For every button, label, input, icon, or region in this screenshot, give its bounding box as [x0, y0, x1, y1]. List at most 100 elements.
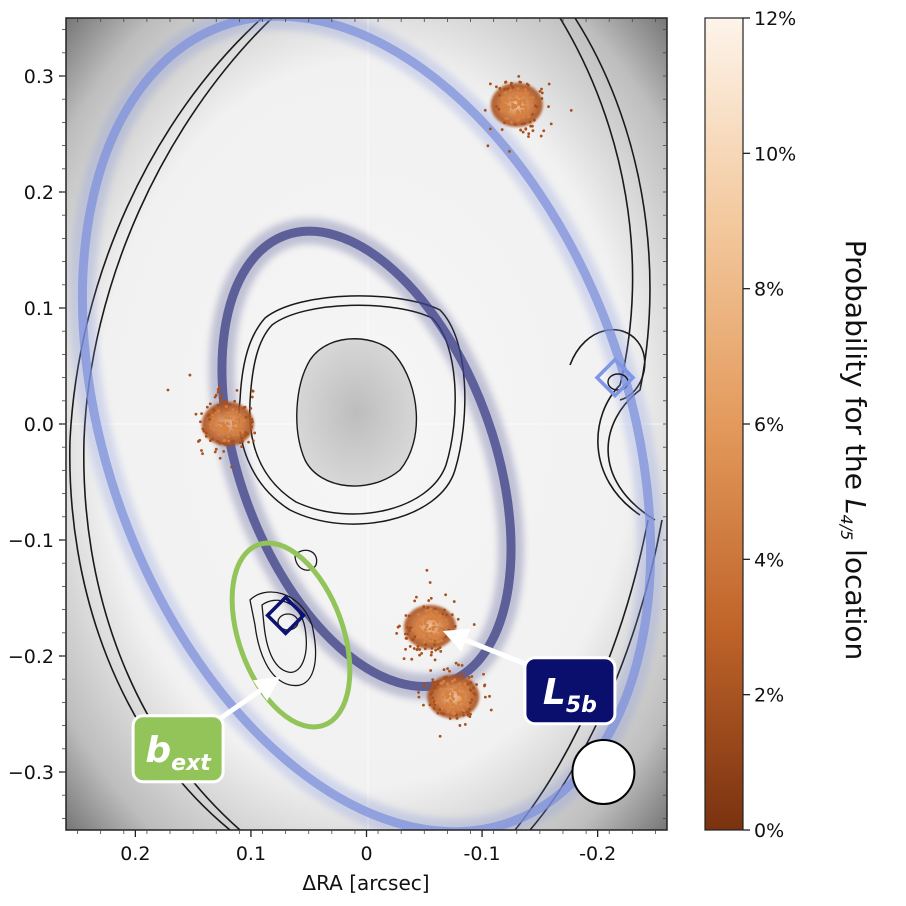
cloud-sample [212, 407, 215, 411]
cloud-sample [428, 581, 432, 584]
cloud-sample [449, 685, 453, 688]
cloud-sample [518, 113, 522, 117]
cloud-sample [235, 410, 239, 414]
cloud-sample [218, 441, 222, 445]
cloud-sample [216, 390, 220, 394]
cloud-sample [516, 102, 520, 106]
cloud-sample [514, 104, 518, 108]
cloud-sample [440, 706, 444, 710]
cloud-sample [460, 692, 464, 696]
cloud-sample [433, 643, 436, 647]
cloud-sample [497, 107, 501, 111]
cloud-sample [423, 636, 427, 640]
cloud-sample [221, 424, 225, 428]
cloud-sample [436, 615, 440, 619]
cloud-sample [424, 643, 428, 647]
cloud-sample [251, 389, 255, 393]
cloud-sample [210, 420, 214, 424]
orbit-0 [77, 18, 656, 830]
cloud-sample [457, 691, 460, 694]
cloud-sample [505, 95, 509, 99]
cloud-sample [448, 708, 452, 712]
cloud-sample [216, 439, 220, 443]
cloud-sample [223, 438, 227, 442]
cloud-sample [466, 713, 470, 717]
cloud-sample [225, 416, 229, 420]
cloud-sample [427, 613, 431, 617]
cloud-sample [238, 428, 242, 432]
cloud-sample [204, 434, 208, 438]
cloud-sample [430, 647, 434, 650]
cloud-sample [222, 441, 225, 445]
cloud-sample [406, 632, 410, 636]
cloud-sample [466, 711, 470, 714]
cloud-sample [520, 111, 524, 115]
cloud-sample [434, 633, 437, 636]
cloud-sample [456, 687, 460, 690]
cloud-sample [522, 99, 526, 103]
cloud-sample [244, 431, 248, 434]
cloud-sample [248, 414, 252, 418]
cloud-sample [202, 429, 206, 433]
cloud-sample [240, 436, 244, 440]
cloud-sample [523, 101, 527, 105]
cloud-sample [455, 716, 459, 720]
cloud-sample [438, 646, 442, 649]
cloud-sample [509, 98, 513, 102]
cloud-sample [212, 428, 216, 432]
cloud-sample [209, 426, 213, 430]
outer-contour-3 [574, 18, 656, 521]
cloud-sample [417, 612, 420, 616]
cloud-sample [518, 80, 522, 84]
cloud-sample [486, 144, 490, 148]
cloud-sample [532, 118, 536, 122]
cloud-sample [188, 373, 192, 377]
cloud-sample [533, 104, 537, 108]
cloud-sample [437, 700, 441, 704]
cloud-sample [508, 88, 512, 92]
colorbar-ticks: 0% 2% 4% 6% 8% 10% 12% [743, 8, 796, 842]
cloud-sample [430, 639, 434, 643]
cloud-sample [527, 132, 531, 136]
cloud-sample [438, 708, 442, 711]
y-tick-label-2: 0.1 [24, 298, 54, 320]
cloud-sample [206, 414, 210, 418]
cloud-sample [211, 413, 215, 417]
annotation-L5b: L5b [523, 656, 617, 726]
cloud-sample [414, 627, 418, 630]
cloud-sample [236, 433, 240, 436]
cloud-sample [227, 439, 230, 443]
cloud-sample [469, 689, 473, 692]
cloud-sample [405, 636, 408, 640]
cloud-sample [494, 105, 498, 108]
y-tick-label-6: −0.3 [8, 762, 54, 784]
cloud-sample [450, 613, 454, 617]
cloud-sample [220, 393, 224, 397]
cloud-sample [458, 724, 462, 727]
cloud-sample [217, 433, 220, 437]
cloud-sample [433, 616, 437, 620]
probability-cloud-3 [417, 658, 493, 738]
cloud-sample [220, 430, 223, 434]
cloud-sample [431, 678, 435, 682]
cloud-sample [468, 707, 472, 711]
cloud-sample [412, 647, 416, 650]
cloud-sample [218, 385, 222, 389]
cloud-sample [224, 430, 228, 433]
cloud-sample [504, 109, 508, 113]
cloud-sample [439, 649, 443, 653]
cloud-sample [461, 671, 465, 675]
cloud-sample [219, 427, 223, 430]
cloud-sample [456, 704, 460, 708]
cloud-sample [503, 87, 507, 91]
cloud-sample [488, 127, 492, 131]
cloud-sample [420, 631, 424, 635]
cloud-sample [441, 612, 445, 616]
cloud-sample [522, 105, 526, 109]
y-tick-label-4: −0.1 [8, 530, 54, 552]
cloud-sample [508, 149, 511, 153]
cloud-sample [427, 617, 431, 621]
cloud-sample [413, 635, 417, 638]
cloud-sample [422, 605, 426, 609]
cloud-sample [468, 715, 472, 718]
